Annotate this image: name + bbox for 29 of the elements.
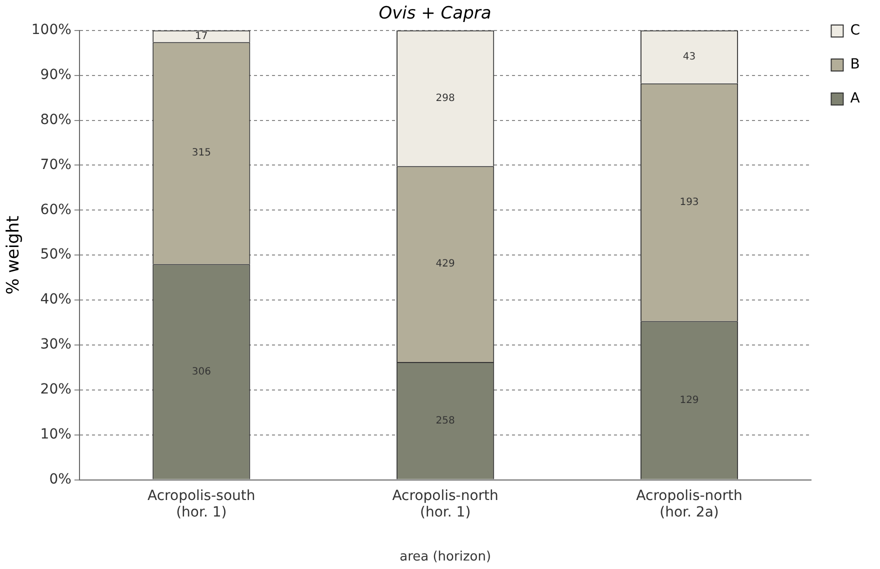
annotation: 17 — [195, 30, 208, 42]
chart-title: Ovis + Capra — [378, 4, 492, 24]
y-tick-label: 0% — [49, 471, 72, 488]
annotation: 258 — [436, 415, 455, 426]
y-axis-title: % weight — [4, 215, 24, 295]
y-tick-label: 90% — [40, 66, 72, 83]
y-tick-label: 70% — [40, 156, 72, 173]
y-tick-label: 40% — [40, 292, 72, 308]
annotation: 429 — [436, 258, 455, 270]
y-tick-label: 30% — [40, 336, 72, 353]
x-tick-label: Acropolis-north (hor. 2a) — [636, 488, 742, 521]
annotation: 306 — [192, 366, 211, 378]
x-tick-label: Acropolis-north (hor. 1) — [392, 488, 498, 521]
annotation: 315 — [192, 148, 211, 159]
annotation: 193 — [680, 196, 699, 208]
y-tick-label: 20% — [40, 382, 72, 398]
annotation: 129 — [680, 394, 699, 406]
y-tick-label: 100% — [31, 22, 72, 38]
y-tick-label: 60% — [40, 202, 72, 218]
legend-label: C — [850, 22, 860, 39]
y-tick-label: 10% — [40, 426, 72, 442]
x-axis-title: area (horizon) — [400, 550, 492, 565]
annotation: 298 — [436, 92, 455, 104]
x-tick-label: Acropolis-south (hor. 1) — [148, 488, 256, 521]
legend-label: B — [850, 56, 860, 73]
y-tick-label: 80% — [40, 112, 72, 128]
annotation: 43 — [682, 52, 696, 63]
y-tick-label: 50% — [40, 246, 72, 263]
legend-label: A — [850, 90, 860, 107]
